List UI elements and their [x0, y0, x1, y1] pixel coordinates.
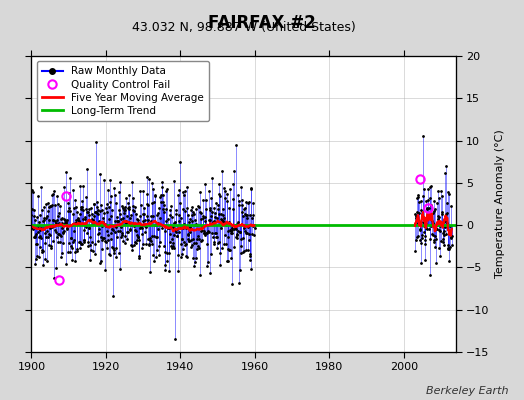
Text: Berkeley Earth: Berkeley Earth: [426, 386, 508, 396]
Text: FAIRFAX #2: FAIRFAX #2: [208, 14, 316, 32]
Title: 43.032 N, 98.887 W (United States): 43.032 N, 98.887 W (United States): [132, 21, 356, 34]
Y-axis label: Temperature Anomaly (°C): Temperature Anomaly (°C): [495, 130, 505, 278]
Legend: Raw Monthly Data, Quality Control Fail, Five Year Moving Average, Long-Term Tren: Raw Monthly Data, Quality Control Fail, …: [37, 61, 209, 121]
